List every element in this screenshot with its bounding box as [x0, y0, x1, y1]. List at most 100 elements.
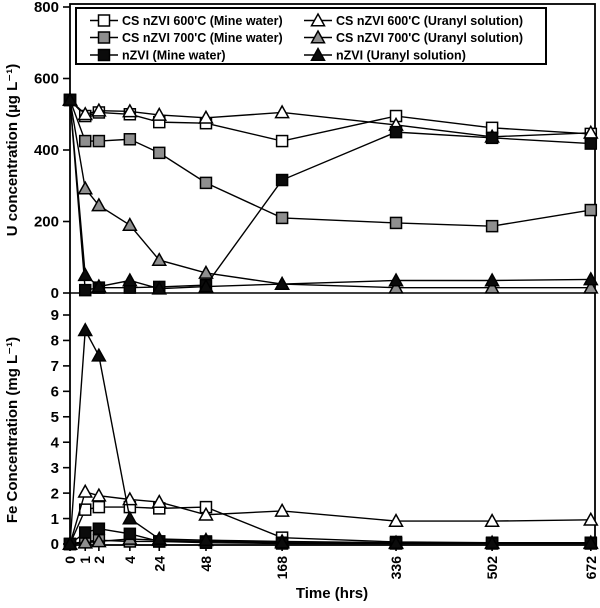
- gray-triangle-marker: [151, 252, 168, 267]
- x-tick-label: 2: [91, 556, 107, 564]
- y-tick-label: 200: [34, 214, 59, 231]
- plot-frame: [69, 3, 596, 546]
- y-tick-label: 600: [34, 71, 59, 88]
- white-triangle-marker: [198, 109, 214, 124]
- white-triangle-marker: [151, 106, 168, 121]
- y-tick-label: 4: [51, 434, 60, 451]
- gray-square-marker: [92, 134, 106, 148]
- black-triangle-marker: [122, 510, 138, 525]
- series-nzvi-uranyl-line: [69, 327, 591, 545]
- legend-item: CS nZVI 700'C (Uranyl solution): [304, 29, 523, 45]
- x-tick-label: 0: [62, 556, 78, 564]
- x-tick-label: 48: [198, 556, 214, 572]
- black-triangle-marker: [77, 322, 93, 337]
- gray-triangle-marker: [388, 279, 404, 294]
- x-tick-label: 502: [484, 556, 500, 580]
- series-cs700-uranyl-line: [69, 99, 591, 289]
- gray-square-marker: [584, 203, 598, 217]
- black-triangle-marker: [151, 530, 168, 545]
- legend-item-label: CS nZVI 600'C (Mine water): [122, 14, 283, 28]
- y-tick-label: 800: [34, 0, 59, 16]
- black-triangle-marker: [274, 276, 290, 291]
- black-triangle-marker: [151, 280, 168, 295]
- series-cs700-mine-markers: [63, 93, 598, 233]
- series-cs700-uranyl-markers: [62, 91, 599, 294]
- series-cs600-mine-line: [69, 99, 591, 142]
- series-nzvi-uranyl-markers: [62, 91, 599, 295]
- legend-item: nZVI (Mine water): [90, 49, 225, 63]
- legend-item-label: CS nZVI 700'C (Mine water): [122, 31, 283, 45]
- black-triangle-marker: [62, 91, 78, 106]
- black-square-marker: [389, 125, 403, 139]
- white-triangle-marker: [122, 103, 138, 118]
- y-tick-label: 0: [51, 285, 59, 302]
- white-triangle-marker: [198, 506, 214, 521]
- fe-panel-y-axis: 0 1 2 3 4 5 6 7 8 9: [51, 307, 70, 553]
- series-cs600-uranyl-line: [69, 490, 591, 545]
- gray-square-marker: [389, 216, 403, 230]
- x-tick-label: 24: [151, 556, 167, 572]
- white-triangle-marker: [310, 12, 326, 27]
- white-square-marker: [97, 14, 111, 27]
- black-square-marker: [123, 527, 137, 541]
- black-square-marker: [584, 137, 598, 150]
- white-triangle-marker: [388, 513, 404, 528]
- x-tick-label: 336: [388, 556, 404, 580]
- gray-square-marker: [485, 219, 499, 233]
- x-tick-label: 1: [77, 556, 93, 564]
- white-triangle-marker: [484, 513, 500, 528]
- series-cs700-mine-line: [69, 99, 591, 227]
- legend-box: [75, 7, 547, 65]
- x-tick-label: 672: [583, 556, 599, 580]
- black-triangle-marker: [388, 272, 404, 287]
- gray-square-marker: [275, 211, 289, 225]
- white-triangle-marker: [77, 483, 93, 498]
- black-square-marker: [78, 283, 92, 297]
- black-triangle-marker: [62, 535, 78, 550]
- white-triangle-marker: [274, 104, 290, 119]
- y-tick-label: 3: [51, 460, 59, 477]
- u-panel: [62, 91, 599, 297]
- black-square-marker: [78, 526, 92, 539]
- black-triangle-marker: [310, 46, 326, 61]
- x-tick-label: 4: [122, 556, 138, 564]
- y-axis-title-fe: Fe Concentration (mg L⁻¹): [4, 337, 21, 523]
- white-triangle-marker: [274, 502, 290, 517]
- y-tick-label: 2: [51, 485, 59, 502]
- black-triangle-marker: [484, 272, 500, 287]
- gray-square-marker: [153, 146, 166, 160]
- black-square-marker: [485, 131, 499, 145]
- y-tick-label: 5: [51, 409, 59, 426]
- legend-item: CS nZVI 700'C (Mine water): [90, 31, 283, 45]
- series-cs600-uranyl-line: [69, 99, 591, 138]
- gray-square-marker: [123, 133, 137, 146]
- gray-triangle-marker: [77, 534, 93, 549]
- x-axis-title: Time (hrs): [296, 585, 368, 602]
- black-triangle-marker: [77, 267, 93, 282]
- black-square-marker: [97, 48, 111, 62]
- black-triangle-marker: [198, 532, 214, 547]
- legend-item: CS nZVI 600'C (Uranyl solution): [304, 12, 523, 28]
- fe-panel: [62, 322, 599, 551]
- legend-item-label: nZVI (Mine water): [122, 49, 225, 63]
- u-panel-y-axis: 0 200 400 600 800: [34, 0, 70, 302]
- black-triangle-marker: [484, 535, 500, 550]
- black-triangle-marker: [583, 271, 599, 286]
- legend-item-label: CS nZVI 600'C (Uranyl solution): [336, 14, 523, 28]
- series-nzvi-mine-line: [69, 99, 591, 291]
- black-triangle-marker: [274, 534, 290, 549]
- y-axis-title-u: U concentration (µg L⁻¹): [4, 64, 21, 236]
- white-triangle-marker: [77, 106, 93, 121]
- gray-triangle-marker: [91, 197, 107, 212]
- white-triangle-marker: [583, 511, 599, 526]
- white-triangle-marker: [91, 487, 107, 502]
- y-tick-label: 6: [51, 384, 59, 401]
- white-square-marker: [92, 500, 106, 514]
- gray-triangle-marker: [122, 217, 138, 232]
- white-square-marker: [275, 134, 289, 148]
- legend-item: CS nZVI 600'C (Mine water): [90, 14, 283, 28]
- y-tick-label: 400: [34, 142, 59, 159]
